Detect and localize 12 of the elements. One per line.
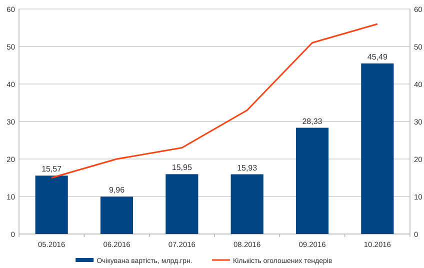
data-label: 15,57 [42,164,62,174]
bar [100,196,134,234]
data-label: 9,96 [108,186,126,195]
data-label: 45,49 [367,52,388,62]
bar [361,63,394,234]
bar [166,174,198,234]
bar [35,176,68,234]
data-label: 15,95 [172,163,192,172]
bar [296,128,329,234]
data-label: 28,33 [302,116,323,126]
data-label: 15,93 [237,163,258,172]
bar [230,174,264,234]
